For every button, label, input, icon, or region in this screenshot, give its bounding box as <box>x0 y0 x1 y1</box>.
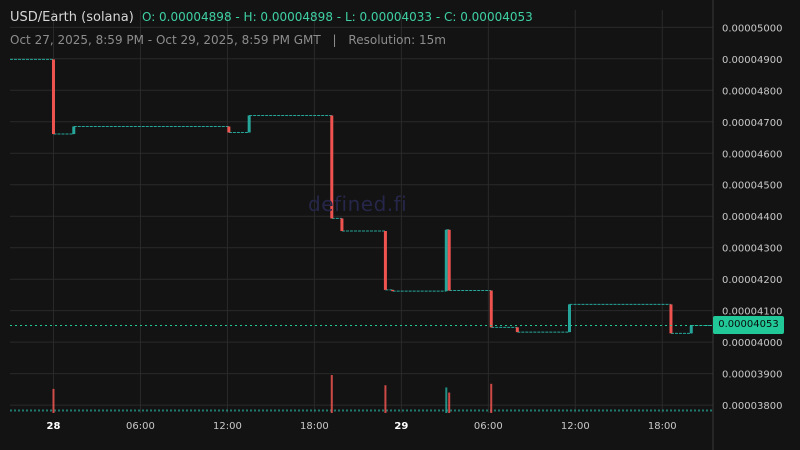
chart-header: USD/Earth (solana) O: 0.00004898 - H: 0.… <box>10 10 533 25</box>
y-tick-label: 0.00004300 <box>722 244 782 255</box>
x-tick-label: 28 <box>47 421 61 432</box>
watermark: defined.fi <box>308 192 408 216</box>
x-tick-label: 29 <box>394 421 408 432</box>
date-range: Oct 27, 2025, 8:59 PM - Oct 29, 2025, 8:… <box>10 33 321 47</box>
y-tick-label: 0.00004600 <box>722 149 782 160</box>
y-tick-label: 0.00004800 <box>722 86 782 97</box>
y-tick-label: 0.00004400 <box>722 212 782 223</box>
y-tick-label: 0.00003800 <box>722 401 782 412</box>
candle <box>383 231 387 290</box>
open-value: O: 0.00004898 <box>141 10 232 24</box>
separator: | <box>332 33 337 47</box>
candle <box>391 289 395 292</box>
candle <box>330 115 334 219</box>
volume-bar <box>448 392 451 413</box>
volume-bar <box>330 375 333 413</box>
x-tick-label: 12:00 <box>561 421 590 432</box>
x-tick-label: 18:00 <box>648 421 677 432</box>
last-price-tag: 0.00004053 <box>713 316 784 334</box>
low-value: L: 0.00004033 <box>344 10 433 24</box>
y-tick-label: 0.00004100 <box>722 307 782 318</box>
candle <box>72 126 76 135</box>
candle <box>51 59 55 135</box>
candle <box>515 327 519 333</box>
y-tick-label: 0.00004700 <box>722 118 782 129</box>
candle <box>340 218 344 232</box>
candle <box>669 304 673 334</box>
ohlc-readout: O: 0.00004898 - H: 0.00004898 - L: 0.000… <box>141 10 533 24</box>
candle <box>247 115 251 133</box>
y-tick-label: 0.00003900 <box>722 370 782 381</box>
x-tick-label: 12:00 <box>213 421 242 432</box>
candle <box>227 126 231 133</box>
candle <box>444 229 448 292</box>
y-tick-label: 0.00005000 <box>722 23 782 34</box>
candle <box>447 229 451 291</box>
x-tick-label: 18:00 <box>300 421 329 432</box>
chart-subheader: Oct 27, 2025, 8:59 PM - Oct 29, 2025, 8:… <box>10 33 446 47</box>
volume-bar <box>384 385 387 413</box>
y-tick-label: 0.00004900 <box>722 55 782 66</box>
candle <box>568 304 572 333</box>
pair-name: USD/Earth (solana) <box>10 10 134 25</box>
volume-bar <box>445 387 448 413</box>
x-tick-label: 06:00 <box>126 421 155 432</box>
high-value: H: 0.00004898 <box>243 10 333 24</box>
volume-bar <box>52 388 55 413</box>
volume-bar <box>490 383 493 413</box>
candle <box>489 290 493 328</box>
candle <box>689 325 693 334</box>
y-tick-label: 0.00004500 <box>722 181 782 192</box>
close-value: C: 0.00004053 <box>443 10 533 24</box>
y-tick-label: 0.00004000 <box>722 338 782 349</box>
x-tick-label: 06:00 <box>474 421 503 432</box>
resolution-label: Resolution: 15m <box>348 33 446 47</box>
y-tick-label: 0.00004200 <box>722 275 782 286</box>
